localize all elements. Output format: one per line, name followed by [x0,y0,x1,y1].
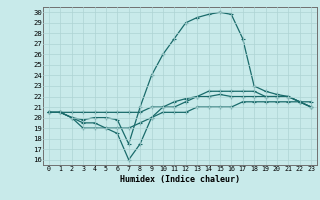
X-axis label: Humidex (Indice chaleur): Humidex (Indice chaleur) [120,175,240,184]
